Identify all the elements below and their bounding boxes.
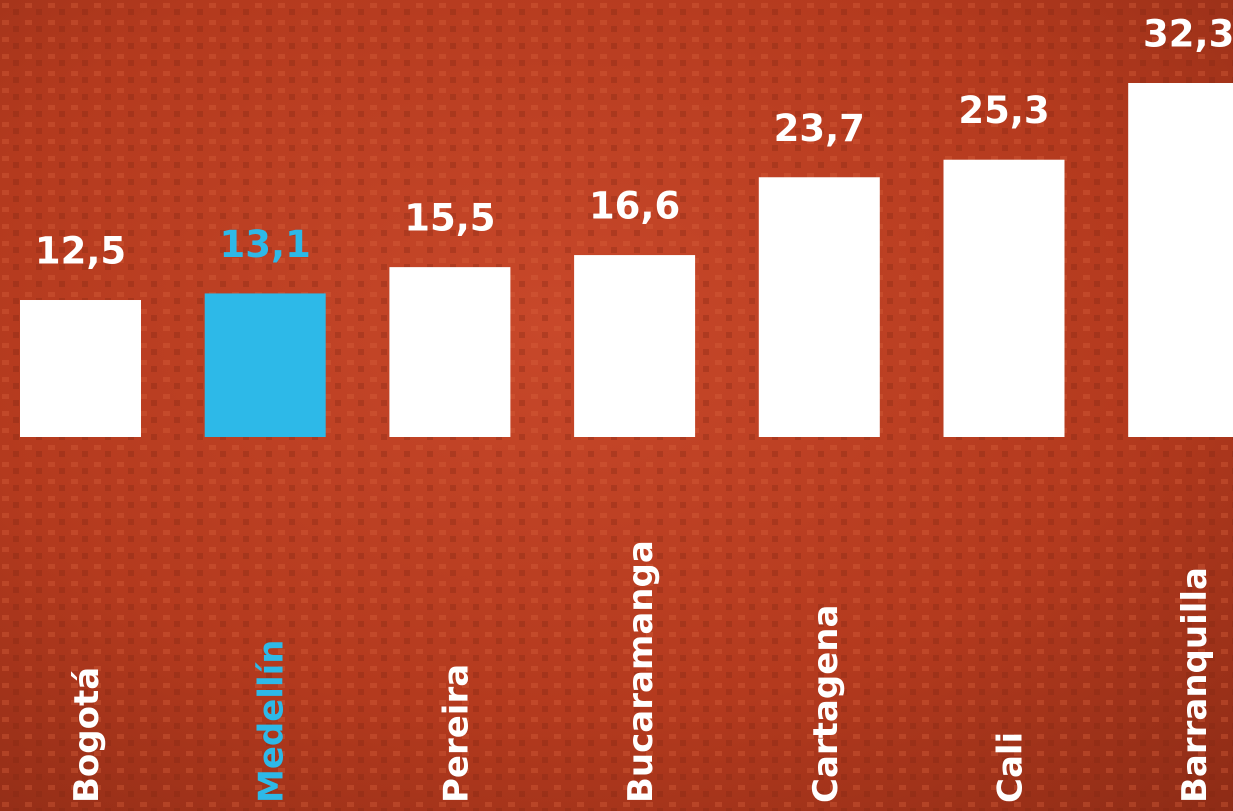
value-label: 15,5 (404, 197, 495, 240)
category-label: Bogotá (67, 667, 107, 803)
bar (758, 177, 880, 437)
category-label: Bucaramanga (621, 540, 661, 803)
bar (574, 255, 696, 437)
bar (1128, 83, 1233, 437)
category-label: Cali (991, 732, 1031, 803)
category-label: Medellín (252, 640, 292, 803)
value-label: 25,3 (958, 89, 1049, 132)
value-label: 12,5 (35, 230, 126, 273)
value-label: 32,3 (1143, 13, 1233, 56)
bar (204, 293, 326, 437)
value-label: 13,1 (220, 223, 311, 266)
value-label: 16,6 (589, 185, 680, 228)
bar (20, 300, 141, 437)
category-label: Cartagena (806, 605, 846, 803)
bar (389, 267, 511, 437)
category-label: Pereira (436, 664, 476, 803)
category-label: Barranquilla (1175, 567, 1215, 803)
value-label: 23,7 (774, 107, 865, 150)
bar (943, 159, 1065, 437)
